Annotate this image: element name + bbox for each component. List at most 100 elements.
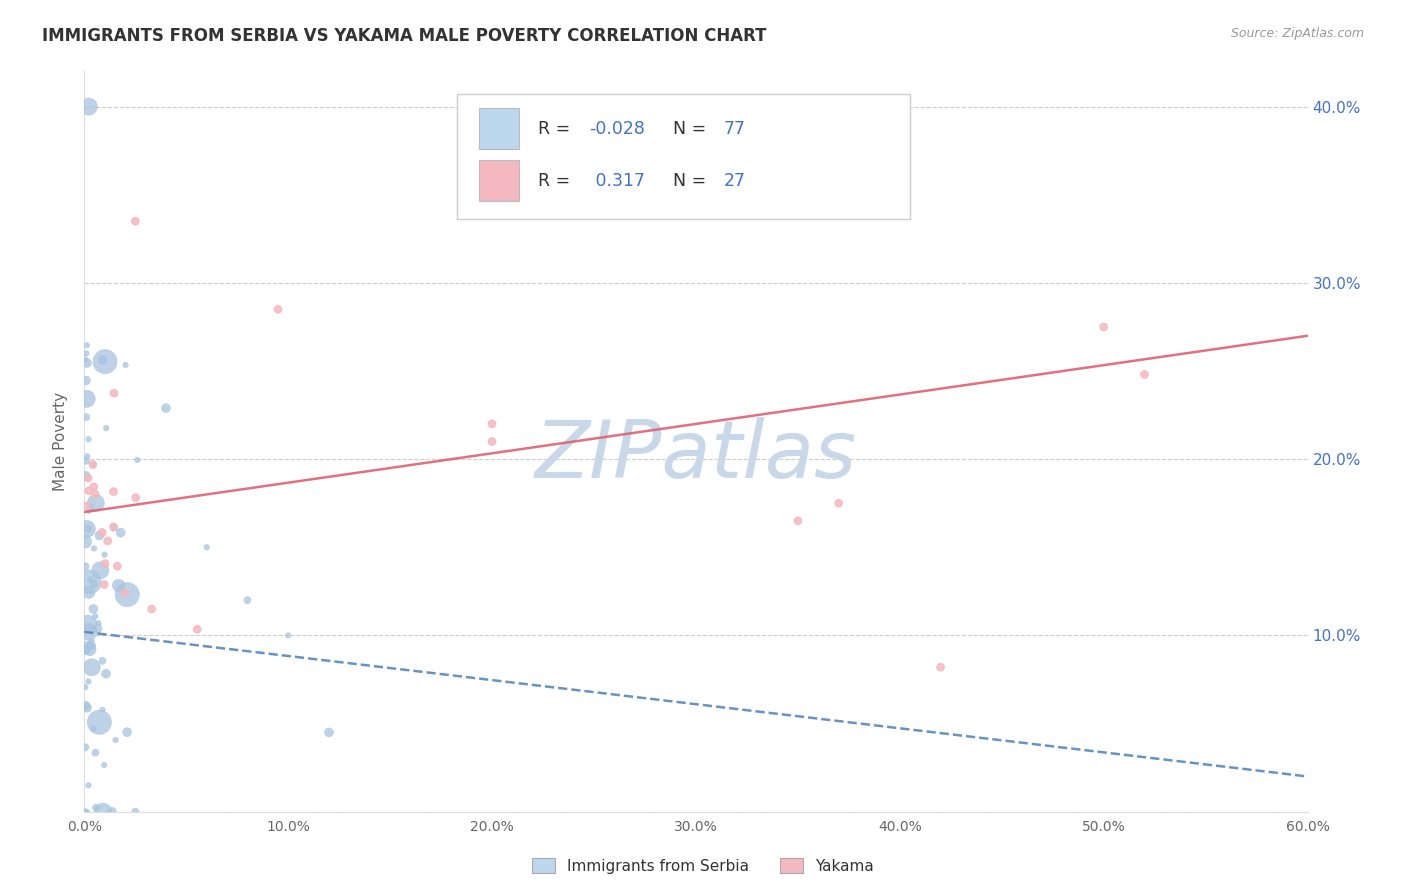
- Point: [77, 624, 100, 639]
- Point: [76, 338, 98, 352]
- Point: [110, 525, 132, 540]
- Point: [82, 458, 104, 472]
- Point: [75, 346, 97, 360]
- Point: [103, 386, 125, 401]
- Point: [83, 480, 105, 494]
- Point: [1092, 320, 1115, 334]
- Point: [267, 302, 290, 317]
- Point: [75, 534, 97, 549]
- Point: [75, 374, 97, 388]
- FancyBboxPatch shape: [457, 94, 910, 219]
- Point: [93, 548, 115, 562]
- Point: [80, 660, 103, 674]
- Point: [89, 715, 111, 730]
- Point: [101, 805, 124, 819]
- Point: [124, 214, 146, 228]
- Point: [93, 758, 115, 772]
- Point: [76, 450, 98, 464]
- Y-axis label: Male Poverty: Male Poverty: [53, 392, 69, 491]
- Text: N =: N =: [672, 120, 711, 137]
- Point: [84, 487, 107, 501]
- Point: [94, 666, 117, 681]
- Point: [83, 541, 105, 556]
- Point: [75, 698, 97, 713]
- Point: [481, 417, 503, 431]
- Point: [97, 533, 120, 548]
- Point: [114, 586, 136, 600]
- Point: [75, 468, 97, 483]
- Point: [76, 644, 98, 658]
- Text: 0.317: 0.317: [589, 171, 644, 190]
- Point: [83, 576, 105, 591]
- Legend: Immigrants from Serbia, Yakama: Immigrants from Serbia, Yakama: [526, 852, 880, 880]
- Point: [75, 559, 97, 574]
- Point: [77, 483, 100, 498]
- Point: [77, 522, 100, 536]
- Point: [318, 725, 340, 739]
- Point: [77, 638, 100, 652]
- Point: [929, 660, 952, 674]
- Point: [75, 805, 97, 819]
- Point: [195, 541, 218, 555]
- Point: [77, 585, 100, 599]
- Point: [125, 491, 148, 505]
- Point: [75, 680, 97, 694]
- Point: [76, 700, 98, 714]
- Point: [91, 352, 114, 367]
- Point: [77, 616, 100, 631]
- Point: [82, 722, 104, 736]
- Text: Source: ZipAtlas.com: Source: ZipAtlas.com: [1230, 27, 1364, 40]
- Point: [80, 639, 103, 653]
- Point: [80, 634, 103, 648]
- Point: [75, 740, 97, 755]
- Bar: [479, 161, 519, 201]
- Point: [236, 593, 259, 607]
- Point: [87, 616, 110, 631]
- Point: [186, 623, 208, 637]
- Point: [77, 471, 100, 485]
- Text: R =: R =: [538, 120, 576, 137]
- Point: [96, 421, 118, 435]
- Point: [84, 800, 107, 814]
- Point: [77, 574, 100, 589]
- Point: [79, 642, 101, 657]
- Point: [84, 746, 107, 760]
- Point: [79, 500, 101, 514]
- Bar: [479, 108, 519, 149]
- Point: [77, 100, 100, 114]
- Point: [82, 458, 104, 472]
- Point: [124, 805, 146, 819]
- Point: [481, 434, 503, 449]
- Text: R =: R =: [538, 171, 576, 190]
- Point: [103, 520, 125, 534]
- Point: [787, 514, 810, 528]
- Point: [76, 499, 98, 513]
- Point: [105, 559, 128, 574]
- Point: [91, 703, 114, 717]
- Point: [115, 725, 138, 739]
- Point: [91, 805, 114, 819]
- Text: IMMIGRANTS FROM SERBIA VS YAKAMA MALE POVERTY CORRELATION CHART: IMMIGRANTS FROM SERBIA VS YAKAMA MALE PO…: [42, 27, 766, 45]
- Point: [75, 352, 97, 367]
- Point: [155, 401, 177, 416]
- Point: [76, 805, 98, 819]
- Text: 27: 27: [724, 171, 747, 190]
- Point: [75, 410, 97, 425]
- Point: [114, 358, 136, 372]
- Point: [103, 484, 125, 499]
- Text: N =: N =: [672, 171, 711, 190]
- Point: [94, 354, 117, 368]
- Point: [94, 557, 117, 571]
- Point: [104, 733, 127, 747]
- Point: [127, 453, 149, 467]
- Point: [84, 609, 107, 624]
- Point: [103, 521, 125, 535]
- Point: [107, 578, 129, 592]
- Point: [141, 602, 163, 616]
- Point: [76, 392, 98, 406]
- Point: [277, 628, 299, 642]
- Point: [79, 573, 101, 587]
- Point: [77, 674, 100, 689]
- Point: [89, 528, 111, 542]
- Point: [84, 496, 107, 510]
